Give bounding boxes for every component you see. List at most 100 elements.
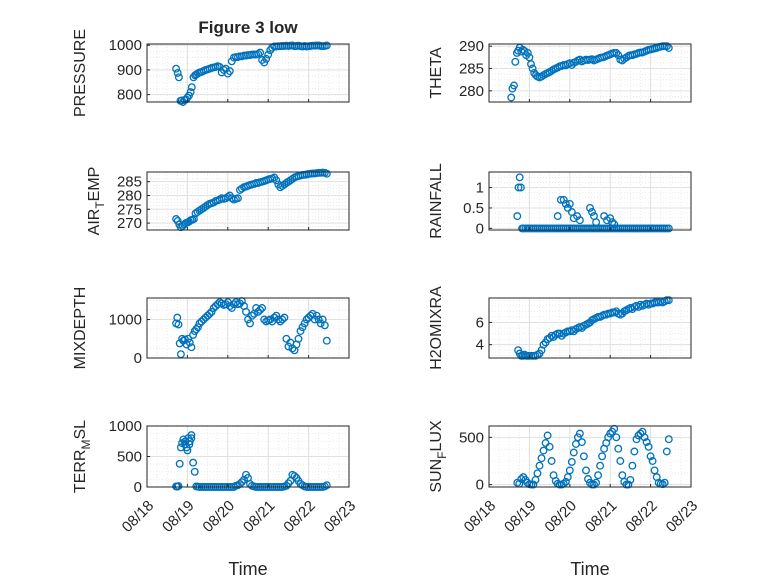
chart-4-point [227, 304, 236, 312]
chart-0-axes: 800 900 1000 PRESSURE Figure 3 low [72, 18, 350, 117]
chart-0-point [187, 83, 196, 92]
chart-1-point [511, 57, 520, 66]
chart-7-point [624, 480, 633, 489]
chart-1-ytick-label: 280 [459, 83, 484, 100]
chart-3-point [610, 220, 619, 229]
chart-4-point [193, 323, 202, 332]
chart-1-point [523, 48, 532, 57]
chart-3-point [515, 173, 524, 182]
chart-4-point [197, 317, 206, 326]
chart-4-point [298, 323, 307, 332]
chart-7-point [582, 466, 590, 475]
chart-7-point [614, 444, 623, 453]
chart-1-point [612, 48, 621, 57]
chart-2-ylabel: AIRTEMP [86, 167, 107, 236]
chart-5-ytick-label: 6 [476, 314, 484, 331]
chart-4-point [312, 311, 321, 320]
chart-4-point [272, 311, 281, 320]
chart-1-point [614, 51, 623, 60]
chart-4-point [280, 313, 289, 322]
chart-0-point [262, 54, 271, 63]
chart-2-ytick-label: 270 [117, 215, 142, 232]
chart-4-point [300, 319, 309, 328]
chart-0-point [322, 41, 331, 50]
chart-3-point [592, 218, 601, 227]
chart-5-series [514, 296, 673, 360]
chart-4-point [276, 317, 285, 326]
chart-7-point [596, 461, 605, 470]
chart-3-point [559, 195, 568, 204]
chart-7-point [660, 478, 669, 487]
chart-4-point [248, 311, 256, 320]
chart-7-ytick-label: 500 [459, 429, 484, 446]
chart-7-point [628, 461, 637, 470]
chart-7-point [644, 442, 653, 451]
chart-4-point [225, 302, 234, 311]
chart-7-point [567, 457, 576, 466]
chart-4-point [320, 321, 329, 330]
chart-5-axes: 4 6 H2OMIXRA [428, 286, 692, 370]
chart-7-point [577, 438, 586, 447]
chart-4-point [310, 315, 319, 324]
chart-4-point [296, 327, 305, 336]
chart-3-point [608, 218, 617, 227]
chart-0-point [186, 88, 195, 97]
chart-1-point [528, 64, 537, 73]
chart-6-point [237, 478, 246, 487]
chart-6-point [322, 481, 331, 490]
chart-4-point [288, 344, 297, 353]
chart-4-point [314, 315, 323, 324]
chart-3-point [516, 183, 525, 192]
chart-2-ytick-label: 280 [117, 187, 142, 204]
chart-0-title: Figure 3 low [198, 18, 298, 37]
chart-3-axes-box [488, 171, 692, 231]
chart-2-point [322, 169, 331, 178]
chart-6-point [175, 459, 184, 468]
chart-7-series [513, 424, 673, 489]
chart-3-point [556, 195, 565, 204]
chart-7-ytick-label: 0 [476, 477, 484, 494]
chart-7-point [547, 457, 556, 465]
chart-1-plot-area [489, 44, 691, 102]
chart-4-ytick-label: 0 [134, 350, 142, 367]
chart-6-point [290, 472, 299, 480]
chart-7-point [648, 457, 657, 465]
chart-6-point [187, 434, 196, 443]
chart-7-point [640, 433, 649, 442]
chart-7-point [543, 431, 552, 440]
chart-0-point [173, 68, 182, 77]
chart-2-series [172, 168, 331, 232]
chart-4-point [256, 305, 265, 314]
chart-7-point [616, 457, 625, 465]
chart-6-xtick-label: 08/19 [159, 497, 198, 536]
chart-7-point [650, 466, 659, 475]
chart-1-ytick-label: 285 [459, 61, 484, 78]
chart-7-point [606, 429, 615, 438]
chart-3-point [561, 199, 570, 208]
chart-1-point [527, 60, 535, 69]
chart-7-point [575, 429, 584, 438]
chart-2-point [272, 176, 281, 185]
chart-3-point [563, 203, 572, 212]
chart-7-point [537, 454, 546, 463]
chart-6-xtick-label: 08/23 [321, 497, 360, 536]
chart-7-point [561, 477, 570, 486]
chart-1-series [507, 42, 673, 102]
chart-4-point [195, 319, 204, 328]
chart-4-point [205, 309, 214, 318]
chart-7-point [539, 446, 548, 455]
chart-7-xtick-label: 08/20 [541, 497, 580, 536]
chart-7-point [590, 480, 598, 489]
chart-7-point [662, 447, 671, 456]
chart-3-point [586, 203, 594, 212]
chart-1-point [547, 66, 556, 75]
chart-7-point [642, 438, 651, 447]
chart-0-point [225, 67, 234, 76]
chart-6-ytick-label: 500 [117, 449, 142, 466]
chart-1-ytick-label: 290 [459, 38, 484, 55]
chart-3-point [588, 208, 596, 216]
chart-1-point [510, 81, 518, 90]
chart-4-point [316, 319, 325, 328]
chart-3-ytick-label: 0 [476, 220, 484, 237]
chart-6-ytick-label: 1000 [109, 418, 142, 435]
